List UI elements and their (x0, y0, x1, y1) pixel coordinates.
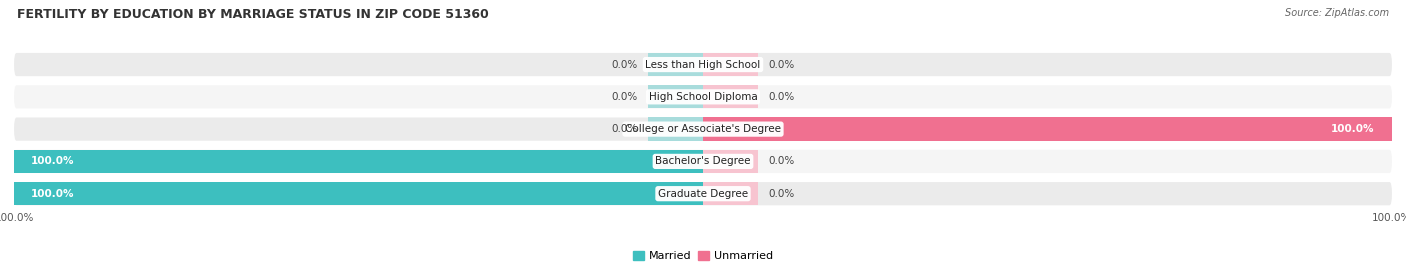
Text: High School Diploma: High School Diploma (648, 92, 758, 102)
Text: FERTILITY BY EDUCATION BY MARRIAGE STATUS IN ZIP CODE 51360: FERTILITY BY EDUCATION BY MARRIAGE STATU… (17, 8, 489, 21)
FancyBboxPatch shape (14, 118, 1392, 141)
Bar (703, 118, 1392, 141)
FancyBboxPatch shape (14, 53, 1392, 76)
Bar (703, 53, 758, 76)
FancyBboxPatch shape (14, 150, 1392, 173)
Bar (703, 182, 758, 205)
Text: College or Associate's Degree: College or Associate's Degree (626, 124, 780, 134)
Text: Bachelor's Degree: Bachelor's Degree (655, 156, 751, 167)
Bar (648, 85, 703, 108)
Text: 100.0%: 100.0% (1331, 124, 1375, 134)
Text: 0.0%: 0.0% (769, 59, 794, 70)
Text: 0.0%: 0.0% (769, 92, 794, 102)
Text: Less than High School: Less than High School (645, 59, 761, 70)
Text: 0.0%: 0.0% (612, 124, 637, 134)
Text: 0.0%: 0.0% (612, 92, 637, 102)
Text: Graduate Degree: Graduate Degree (658, 189, 748, 199)
FancyBboxPatch shape (14, 182, 1392, 205)
Bar (703, 85, 758, 108)
FancyBboxPatch shape (14, 85, 1392, 108)
Text: 0.0%: 0.0% (612, 59, 637, 70)
Legend: Married, Unmarried: Married, Unmarried (628, 246, 778, 266)
Bar (648, 53, 703, 76)
Bar (648, 118, 703, 141)
Text: 100.0%: 100.0% (31, 156, 75, 167)
Text: 100.0%: 100.0% (31, 189, 75, 199)
Bar (14, 150, 703, 173)
Bar (703, 150, 758, 173)
Bar (14, 182, 703, 205)
Text: 0.0%: 0.0% (769, 189, 794, 199)
Text: 0.0%: 0.0% (769, 156, 794, 167)
Text: Source: ZipAtlas.com: Source: ZipAtlas.com (1285, 8, 1389, 18)
